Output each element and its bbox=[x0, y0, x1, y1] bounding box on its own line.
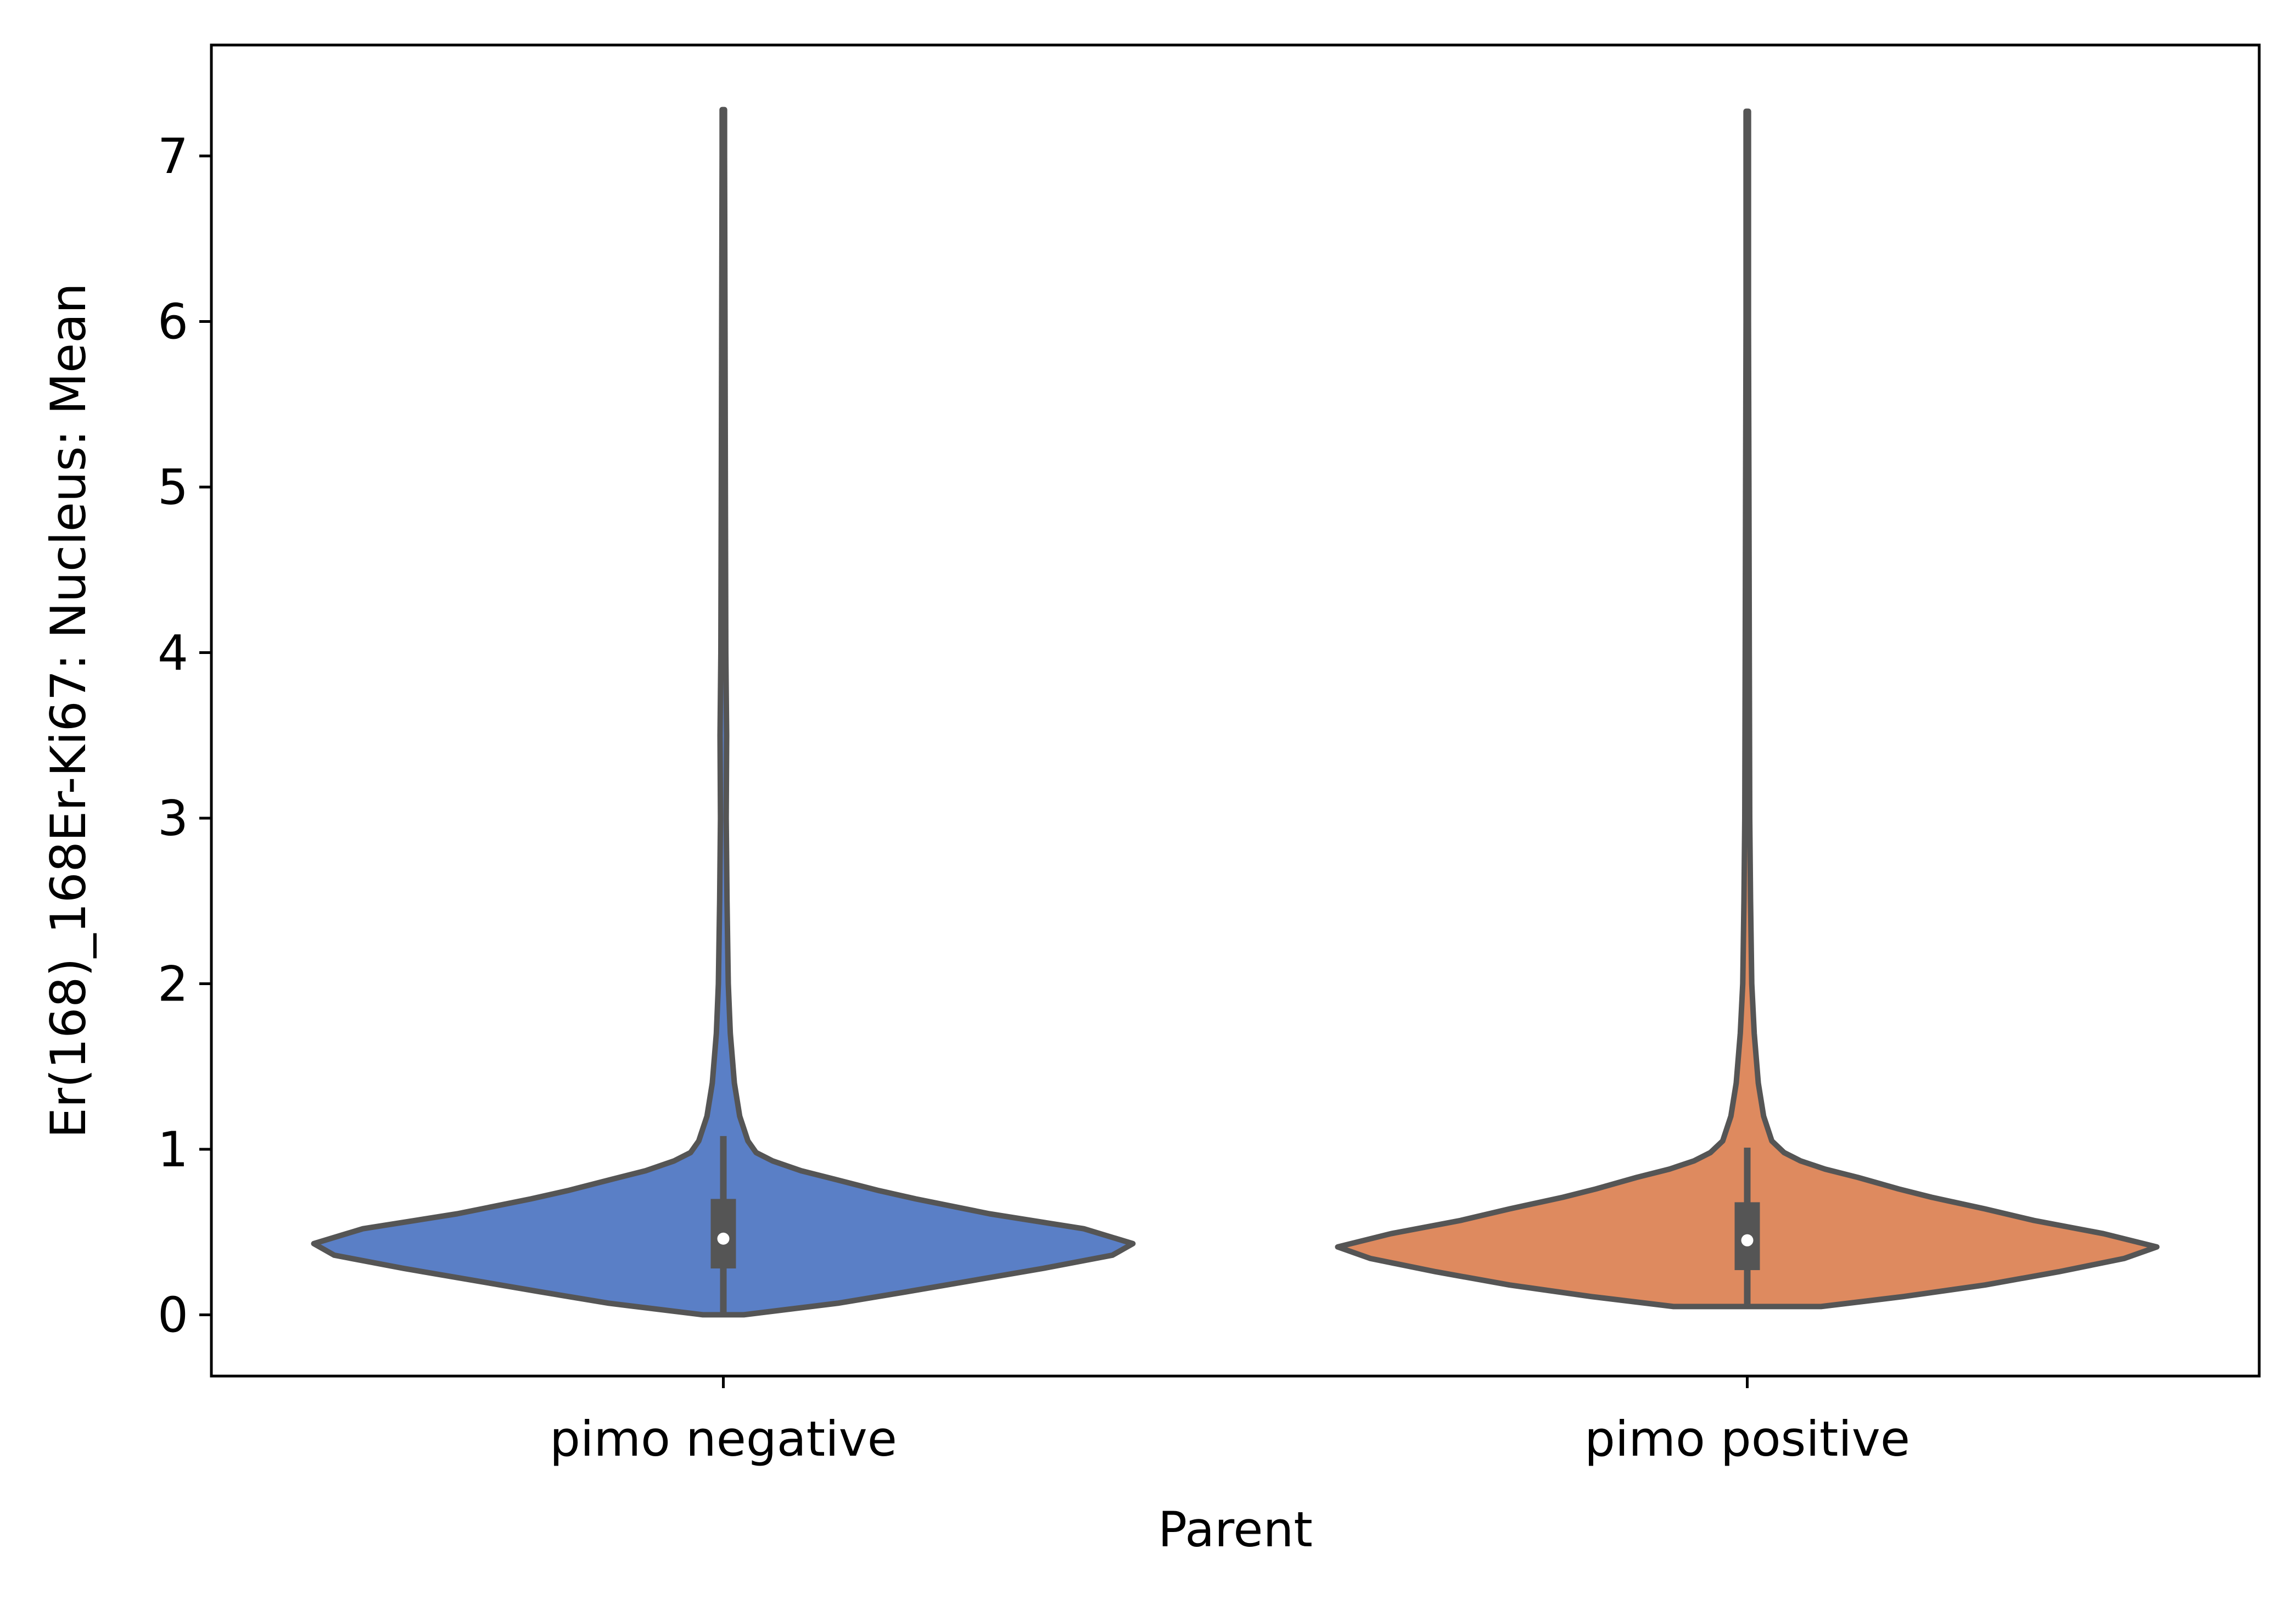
y-tick-label-5: 5 bbox=[158, 459, 188, 516]
violin-median-pimo-positive bbox=[1741, 1234, 1754, 1246]
y-axis-title: Er(168)_168Er-Ki67: Nucleus: Mean bbox=[40, 283, 97, 1138]
y-tick-label-0: 0 bbox=[158, 1287, 188, 1343]
x-axis: pimo negative pimo positive bbox=[550, 1376, 1910, 1467]
axes-frame bbox=[210, 43, 2261, 1378]
y-tick-label-2: 2 bbox=[158, 955, 188, 1012]
violin-median-pimo-negative bbox=[717, 1232, 730, 1245]
x-axis-title: Parent bbox=[1158, 1501, 1313, 1558]
x-tick-label-pimo-positive: pimo positive bbox=[1584, 1411, 1910, 1467]
y-tick-label-1: 1 bbox=[158, 1121, 188, 1178]
violin-pimo-positive bbox=[1335, 108, 2160, 1310]
violin-layer bbox=[311, 107, 2160, 1318]
y-tick-label-4: 4 bbox=[158, 624, 188, 681]
violin-body-pimo-negative bbox=[311, 107, 1136, 1318]
x-tick-label-pimo-negative: pimo negative bbox=[550, 1411, 897, 1467]
violin-pimo-negative bbox=[311, 107, 1136, 1318]
y-tick-label-3: 3 bbox=[158, 790, 188, 847]
y-axis: 0 1 2 3 4 5 6 7 bbox=[158, 128, 211, 1343]
y-tick-label-7: 7 bbox=[158, 128, 188, 185]
violin-body-pimo-positive bbox=[1335, 108, 2160, 1310]
y-tick-label-6: 6 bbox=[158, 293, 188, 350]
